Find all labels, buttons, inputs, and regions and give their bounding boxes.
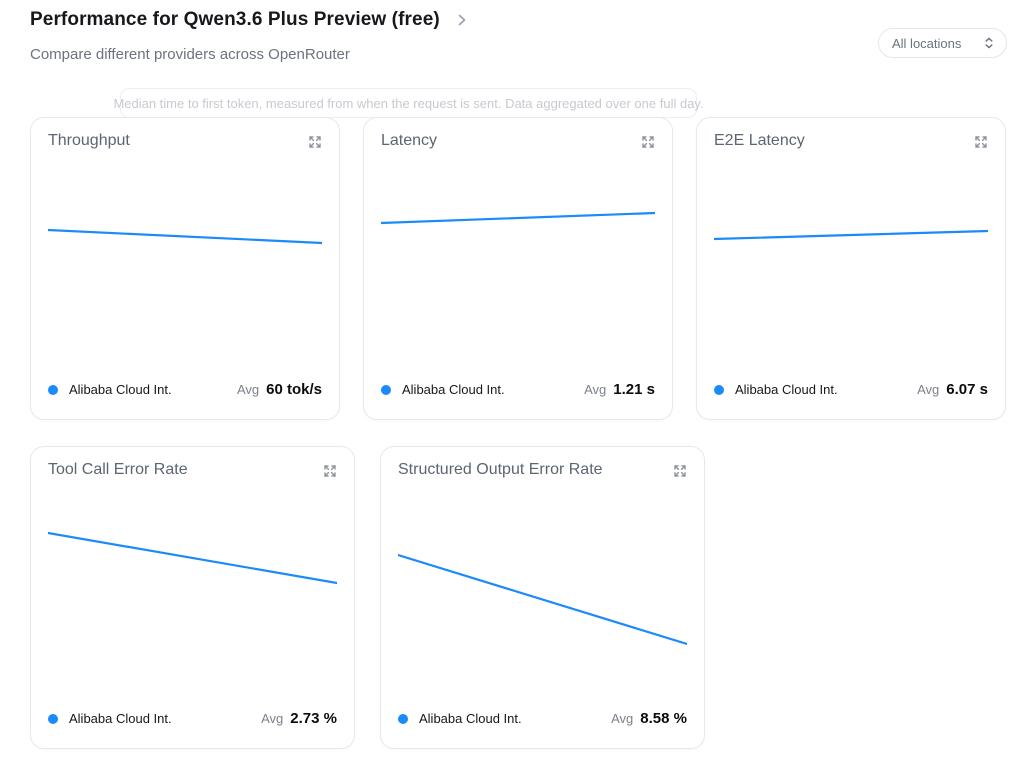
expand-icon[interactable] (319, 460, 341, 482)
metric-tooltip: Median time to first token, measured fro… (113, 88, 704, 118)
card-title: Structured Output Error Rate (398, 461, 603, 478)
expand-icon[interactable] (669, 460, 691, 482)
page-subtitle: Compare different providers across OpenR… (30, 46, 350, 63)
series-dot-icon (48, 384, 58, 395)
avg-value: 60 tok/s (266, 381, 322, 398)
series-provider-label[interactable]: Alibaba Cloud Int. (735, 382, 838, 397)
chart-card-throughput: Throughput Alibaba Cloud Int. Avg 60 tok… (30, 117, 340, 420)
card-title: Throughput (48, 132, 130, 149)
avg-label: Avg (584, 382, 607, 397)
avg-value: 2.73 % (290, 710, 337, 727)
line-chart (398, 505, 687, 705)
select-updown-icon (983, 36, 995, 50)
chevron-right-icon[interactable] (454, 12, 470, 28)
metric-tooltip-text: Median time to first token, measured fro… (113, 95, 704, 111)
chart-card-tool-call-error-rate: Tool Call Error Rate Alibaba Cloud Int. … (30, 446, 355, 749)
series-dot-icon (381, 384, 391, 395)
series-dot-icon (48, 713, 58, 724)
series-dot-icon (398, 713, 408, 724)
avg-label: Avg (611, 711, 634, 726)
page-header: Performance for Qwen3.6 Plus Preview (fr… (30, 9, 470, 31)
series-dot-icon (714, 384, 724, 395)
avg-label: Avg (236, 382, 260, 397)
chart-card-latency: Latency Alibaba Cloud Int. Avg 1.21 s (363, 117, 673, 420)
chart-card-structured-output-error-rate: Structured Output Error Rate Alibaba Clo… (380, 446, 705, 749)
avg-label: Avg (917, 382, 940, 397)
card-title: E2E Latency (714, 132, 805, 149)
chart-legend: Alibaba Cloud Int. Avg 6.07 s (714, 381, 988, 398)
expand-icon[interactable] (970, 131, 992, 153)
avg-value: 8.58 % (640, 710, 687, 727)
avg-label: Avg (261, 711, 284, 726)
avg-value: 6.07 s (946, 381, 988, 398)
page-title: Performance for Qwen3.6 Plus Preview (fr… (30, 9, 440, 30)
line-chart (714, 176, 988, 376)
chart-legend: Alibaba Cloud Int. Avg 2.73 % (48, 710, 337, 727)
locations-dropdown[interactable]: All locations (878, 28, 1007, 58)
line-chart (48, 176, 322, 376)
series-provider-label[interactable]: Alibaba Cloud Int. (69, 711, 172, 726)
locations-dropdown-value: All locations (892, 35, 962, 51)
chart-card-e2e-latency: E2E Latency Alibaba Cloud Int. Avg 6.07 … (696, 117, 1006, 420)
chart-legend: Alibaba Cloud Int. Avg 60 tok/s (48, 381, 322, 398)
series-provider-label[interactable]: Alibaba Cloud Int. (402, 382, 505, 397)
expand-icon[interactable] (637, 131, 659, 153)
line-chart (48, 505, 337, 705)
avg-value: 1.21 s (613, 381, 655, 398)
expand-icon[interactable] (304, 131, 326, 153)
chart-legend: Alibaba Cloud Int. Avg 1.21 s (381, 381, 655, 398)
series-provider-label[interactable]: Alibaba Cloud Int. (419, 711, 522, 726)
line-chart (381, 176, 655, 376)
card-title: Tool Call Error Rate (48, 461, 188, 478)
series-provider-label[interactable]: Alibaba Cloud Int. (69, 382, 172, 397)
card-title: Latency (381, 132, 438, 149)
chart-legend: Alibaba Cloud Int. Avg 8.58 % (398, 710, 687, 727)
